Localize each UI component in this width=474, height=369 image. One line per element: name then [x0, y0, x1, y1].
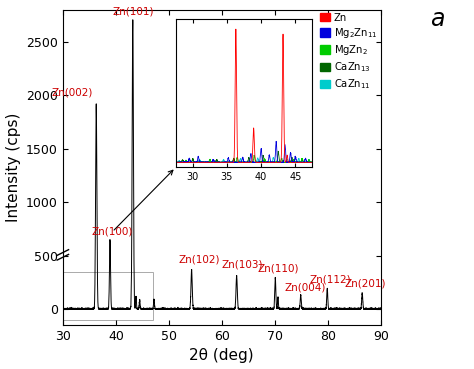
Y-axis label: Intensity (cps): Intensity (cps) [6, 113, 20, 222]
Text: Zn(102): Zn(102) [179, 254, 220, 264]
Text: Zn(110): Zn(110) [257, 264, 299, 274]
Text: Zn(103): Zn(103) [221, 259, 263, 269]
X-axis label: 2θ (deg): 2θ (deg) [190, 348, 254, 363]
Text: Zn(002): Zn(002) [52, 87, 93, 97]
Text: Zn(101): Zn(101) [112, 6, 154, 16]
Bar [63, 272, 153, 320]
Text: Zn(112): Zn(112) [309, 275, 351, 284]
Text: a: a [430, 7, 444, 31]
Text: Zn(004): Zn(004) [284, 282, 326, 293]
Text: Zn(201): Zn(201) [344, 279, 386, 289]
Legend: Zn, Mg$_2$Zn$_{11}$, MgZn$_2$, CaZn$_{13}$, CaZn$_{11}$: Zn, Mg$_2$Zn$_{11}$, MgZn$_2$, CaZn$_{13… [319, 12, 378, 92]
Text: Zn(100): Zn(100) [92, 226, 133, 236]
